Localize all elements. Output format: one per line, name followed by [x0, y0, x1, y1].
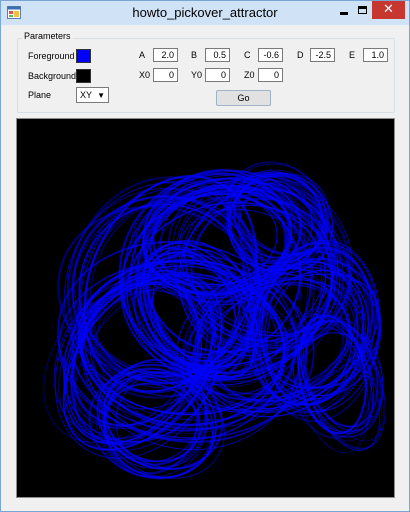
attractor-loop	[98, 372, 214, 479]
attractor-loop	[173, 175, 353, 353]
background-label: Background	[28, 71, 77, 81]
attractor-loop	[143, 184, 288, 303]
attractor-loop	[142, 253, 241, 356]
c-input[interactable]: -0.6	[258, 48, 283, 62]
attractor-loop	[126, 201, 327, 367]
attractor-loop	[179, 182, 351, 355]
title-bar[interactable]: howto_pickover_attractor ✕	[1, 1, 409, 25]
attractor-loop	[101, 369, 225, 479]
attractor-plot	[43, 161, 386, 480]
attractor-loop	[175, 208, 336, 343]
attractor-loop	[150, 245, 257, 377]
go-button[interactable]: Go	[216, 90, 271, 106]
attractor-loop	[302, 316, 384, 428]
maximize-icon	[358, 6, 367, 14]
a-label: A	[139, 50, 146, 60]
attractor-loop	[297, 314, 367, 435]
attractor-loop	[103, 371, 217, 479]
attractor-loop	[43, 263, 217, 443]
minimize-button[interactable]	[334, 1, 353, 19]
attractor-loop	[99, 361, 208, 469]
c-label: C	[244, 50, 251, 60]
window-title: howto_pickover_attractor	[132, 5, 278, 20]
close-icon: ✕	[383, 2, 394, 17]
attractor-loop	[299, 307, 384, 442]
d-label: D	[297, 50, 304, 60]
app-icon	[7, 6, 21, 19]
attractor-loop	[149, 193, 278, 288]
attractor-loop	[290, 326, 372, 439]
plane-select-value: XY	[80, 90, 93, 100]
close-button[interactable]: ✕	[372, 1, 405, 19]
attractor-loop	[96, 363, 223, 470]
plane-label: Plane	[28, 90, 52, 100]
chevron-down-icon: ▼	[97, 91, 105, 100]
attractor-loop	[72, 277, 215, 427]
foreground-color-swatch[interactable]	[76, 49, 91, 63]
attractor-loop	[142, 242, 259, 380]
minimize-icon	[339, 11, 348, 15]
attractor-loop	[63, 276, 200, 445]
attractor-loop	[82, 265, 285, 441]
e-label: E	[349, 50, 356, 60]
attractor-loop	[238, 173, 330, 264]
attractor-loop	[258, 248, 380, 423]
attractor-loop	[151, 174, 296, 290]
attractor-loop	[260, 246, 370, 414]
plane-select[interactable]: XY ▼	[76, 87, 109, 103]
attractor-loop	[146, 248, 237, 362]
background-color-swatch[interactable]	[76, 69, 91, 83]
attractor-loop	[300, 314, 386, 450]
a-input[interactable]: 2.0	[153, 48, 178, 62]
z0-label: Z0	[244, 70, 255, 80]
z0-input[interactable]: 0	[258, 68, 283, 82]
attractor-loop	[190, 197, 335, 342]
parameters-groupbox	[17, 38, 395, 113]
attractor-loop	[233, 178, 313, 259]
attractor-canvas	[16, 118, 395, 498]
attractor-trace	[43, 161, 386, 480]
attractor-loop	[106, 382, 201, 463]
parameters-group-label: Parameters	[22, 31, 73, 41]
attractor-loop	[233, 173, 329, 269]
attractor-loop	[102, 368, 200, 463]
attractor-loop	[223, 163, 326, 265]
attractor-loop	[227, 172, 326, 257]
attractor-loop	[58, 259, 315, 439]
maximize-button[interactable]	[353, 1, 372, 19]
d-input[interactable]: -2.5	[310, 48, 335, 62]
attractor-loop	[227, 171, 324, 268]
b-input[interactable]: 0.5	[205, 48, 230, 62]
attractor-loop	[256, 259, 380, 400]
attractor-loop	[133, 188, 306, 296]
attractor-loop	[291, 313, 369, 454]
e-input[interactable]: 1.0	[363, 48, 388, 62]
attractor-loop	[304, 321, 373, 442]
y0-label: Y0	[191, 70, 203, 80]
attractor-loop	[142, 172, 291, 297]
attractor-loop	[153, 180, 285, 299]
x0-label: X0	[139, 70, 151, 80]
foreground-label: Foreground	[28, 51, 75, 61]
x0-input[interactable]: 0	[153, 68, 178, 82]
attractor-loop	[302, 322, 382, 449]
b-label: B	[191, 50, 198, 60]
y0-input[interactable]: 0	[205, 68, 230, 82]
attractor-loop	[236, 170, 321, 256]
